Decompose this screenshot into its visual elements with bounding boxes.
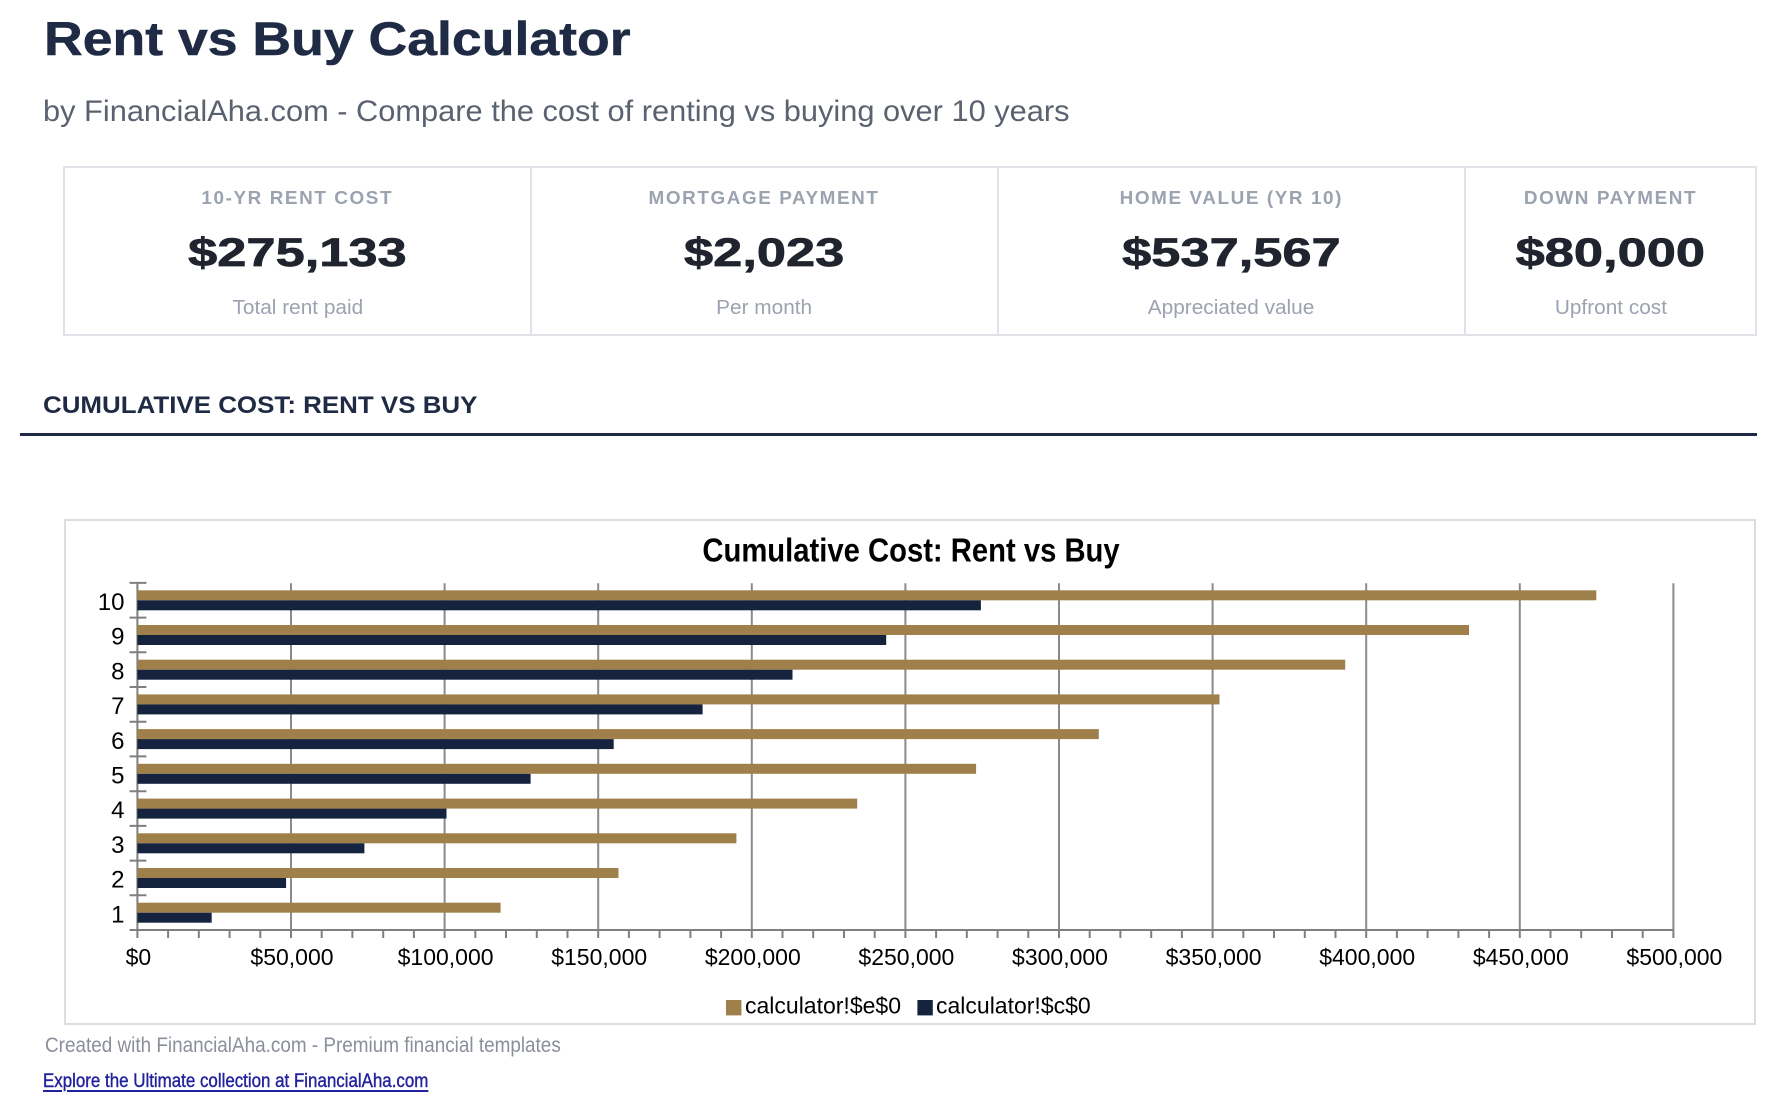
svg-text:9: 9 — [111, 624, 124, 651]
svg-text:1: 1 — [111, 901, 124, 928]
svg-text:6: 6 — [111, 728, 124, 755]
svg-text:$200,000: $200,000 — [705, 944, 801, 970]
svg-text:8: 8 — [111, 658, 124, 685]
svg-text:$0: $0 — [126, 944, 152, 970]
svg-text:$350,000: $350,000 — [1166, 944, 1262, 970]
svg-text:calculator!$c$0: calculator!$c$0 — [936, 993, 1091, 1019]
svg-text:5: 5 — [111, 763, 124, 790]
svg-text:2: 2 — [111, 867, 124, 894]
svg-text:$100,000: $100,000 — [398, 944, 494, 970]
svg-text:4: 4 — [111, 797, 124, 824]
svg-text:7: 7 — [111, 693, 124, 720]
svg-text:$500,000: $500,000 — [1626, 944, 1722, 970]
svg-text:$400,000: $400,000 — [1319, 944, 1415, 970]
svg-text:$300,000: $300,000 — [1012, 944, 1108, 970]
svg-text:$50,000: $50,000 — [250, 944, 333, 970]
svg-text:Cumulative Cost: Rent vs Buy: Cumulative Cost: Rent vs Buy — [702, 532, 1120, 569]
svg-text:$450,000: $450,000 — [1473, 944, 1569, 970]
svg-text:3: 3 — [111, 832, 124, 859]
svg-text:10: 10 — [98, 589, 125, 616]
svg-text:calculator!$e$0: calculator!$e$0 — [745, 993, 901, 1019]
svg-text:$250,000: $250,000 — [858, 944, 954, 970]
svg-text:$150,000: $150,000 — [551, 944, 647, 970]
